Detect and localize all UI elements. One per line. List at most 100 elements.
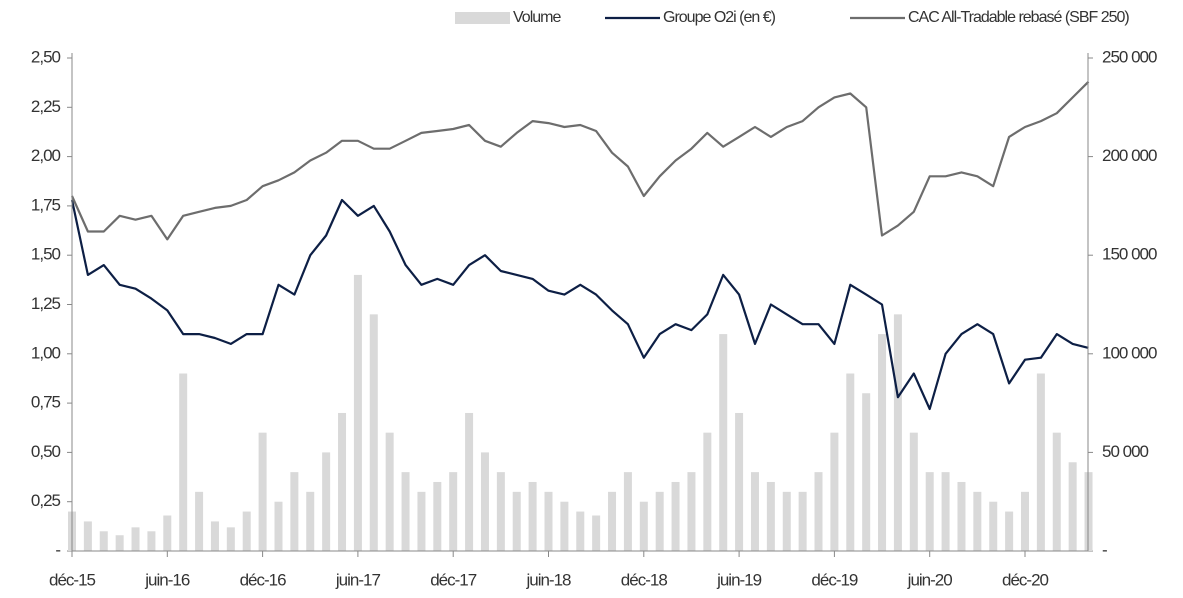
volume-bar <box>655 491 664 551</box>
x-tick-label: déc-18 <box>621 570 668 589</box>
y2-tick-label: 150 000 <box>1102 245 1157 264</box>
volume-bar <box>465 412 474 551</box>
legend-label: CAC All-Tradable rebasé (SBF 250) <box>908 9 1129 26</box>
volume-bar <box>862 393 871 551</box>
volume-bar <box>623 472 632 551</box>
volume-bar <box>719 334 728 551</box>
volume-bar <box>83 521 92 551</box>
volume-bar <box>163 515 172 551</box>
volume-bar <box>258 432 267 551</box>
volume-bar <box>195 491 204 551</box>
y-tick-label: 0,75 <box>31 393 61 412</box>
volume-bar <box>496 472 505 551</box>
series-line <box>70 80 1090 241</box>
volume-bar <box>846 373 855 551</box>
volume-bar <box>131 527 140 551</box>
volume-bar <box>433 481 442 551</box>
y2-tick-label: 50 000 <box>1102 442 1149 461</box>
y-tick-label: 1,25 <box>31 294 61 313</box>
x-tick-label: juin-16 <box>144 570 190 589</box>
x-tick-label: déc-17 <box>430 570 477 589</box>
y-tick-label: 0,25 <box>31 491 61 510</box>
volume-bar <box>814 472 823 551</box>
volume-bar <box>528 481 537 551</box>
x-tick-label: juin-20 <box>907 570 953 589</box>
volume-bar <box>226 527 235 551</box>
volume-bar <box>750 472 759 551</box>
x-tick-label: déc-15 <box>49 570 96 589</box>
volume-bar <box>544 491 553 551</box>
volume-bar <box>512 491 521 551</box>
y2-tick-label: - <box>1102 540 1107 559</box>
y2-tick-label: 250 000 <box>1102 47 1157 66</box>
volume-bar <box>909 432 918 551</box>
volume-bar <box>1084 472 1093 551</box>
y-tick-label: 0,50 <box>31 442 61 461</box>
y2-tick-label: 100 000 <box>1102 343 1157 362</box>
volume-bar <box>179 373 188 551</box>
volume-bar <box>671 481 680 551</box>
volume-bar <box>242 511 251 551</box>
volume-bar <box>290 472 299 551</box>
x-tick-label: déc-19 <box>811 570 858 589</box>
y-tick-label: 1,50 <box>31 245 61 264</box>
y-tick-label: - <box>55 540 60 559</box>
volume-bar <box>687 472 696 551</box>
volume-bar <box>878 334 887 551</box>
volume-bar <box>480 452 489 551</box>
volume-bar <box>1068 462 1077 551</box>
volume-bar <box>973 491 982 551</box>
volume-bar <box>989 501 998 551</box>
volume-bar <box>925 472 934 551</box>
legend: Volume Groupe O2i (en €) CAC All-Tradable … <box>455 9 1130 26</box>
volume-bar <box>830 432 839 551</box>
volume-bar <box>338 412 347 551</box>
volume-bar <box>385 432 394 551</box>
x-tick-label: juin-18 <box>525 570 571 589</box>
volume-bar <box>1021 491 1029 551</box>
x-tick-label: juin-17 <box>335 570 381 589</box>
volume-bar <box>592 515 601 551</box>
volume-bar <box>1036 373 1045 551</box>
legend-label: Volume <box>513 9 561 26</box>
volume-bar <box>957 481 966 551</box>
volume-bar <box>401 472 410 551</box>
volume-bar <box>1052 432 1061 551</box>
volume-bar <box>639 501 648 551</box>
volume-bar <box>306 491 315 551</box>
legend-label: Groupe O2i (en €) <box>663 9 776 26</box>
volume-bar <box>210 521 219 551</box>
volume-bar <box>893 314 902 551</box>
volume-bar <box>735 412 744 551</box>
volume-bar <box>941 472 950 551</box>
y2-tick-label: 200 000 <box>1102 146 1157 165</box>
x-tick-label: déc-16 <box>240 570 287 589</box>
volume-bar <box>782 491 791 551</box>
series-line <box>70 198 1089 411</box>
legend-swatch <box>455 12 510 24</box>
volume-bar <box>322 452 331 551</box>
y-tick-label: 2,00 <box>31 146 61 165</box>
volume-bar <box>147 531 156 551</box>
volume-bar <box>798 491 807 551</box>
y-tick-label: 2,50 <box>31 47 61 66</box>
x-tick-label: juin-19 <box>716 570 762 589</box>
volume-bar <box>560 501 569 551</box>
volume-bar <box>274 501 283 551</box>
volume-bar <box>608 491 617 551</box>
volume-bar <box>703 432 712 551</box>
volume-bar <box>99 531 108 551</box>
y-tick-label: 1,00 <box>31 343 61 362</box>
volume-bar <box>369 314 378 551</box>
x-tick-label: déc-20 <box>1002 570 1049 589</box>
volume-bar <box>115 535 124 551</box>
volume-bar <box>1005 511 1014 551</box>
volume-bar <box>353 274 362 551</box>
y-tick-label: 2,25 <box>31 97 61 116</box>
volume-bar <box>766 481 775 551</box>
volume-bar <box>576 511 585 551</box>
volume-bar <box>417 491 426 551</box>
y-tick-label: 1,75 <box>31 195 61 214</box>
volume-bar <box>449 472 458 551</box>
